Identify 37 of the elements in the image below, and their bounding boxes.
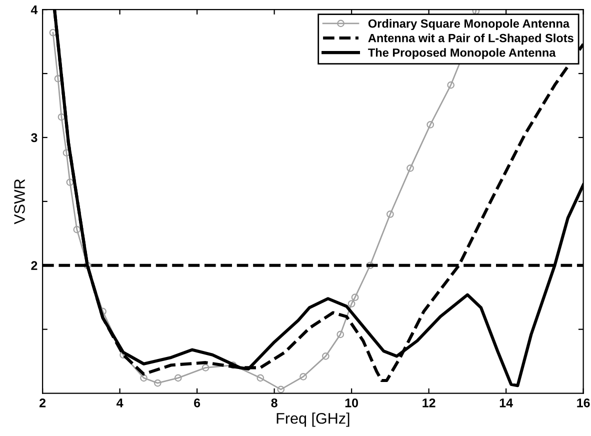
- legend-label: The Proposed Monopole Antenna: [368, 48, 556, 60]
- point: [84, 262, 92, 270]
- x-tick-label: 4: [116, 398, 124, 408]
- point: [426, 121, 434, 128]
- point: [58, 113, 66, 121]
- point: [348, 300, 356, 308]
- legend-label: Ordinary Square Monopole Antenna: [368, 19, 570, 30]
- point: [447, 81, 455, 89]
- x-tick-label: 2: [40, 398, 46, 408]
- y-tick-label: 3: [31, 133, 38, 142]
- x-tick-label: 8: [271, 398, 278, 408]
- point: [406, 164, 414, 172]
- point: [300, 372, 307, 380]
- y-tick-label: 2: [31, 261, 38, 270]
- point: [73, 226, 81, 234]
- x-tick-label: 14: [500, 398, 513, 408]
- legend-label: Antenna wit a Pair of L-Shaped Slots: [368, 34, 574, 45]
- point: [336, 330, 344, 338]
- x-tick-label: 16: [577, 398, 590, 408]
- point: [351, 294, 359, 302]
- point: [366, 262, 374, 270]
- point: [154, 379, 162, 387]
- x-axis-title: Freq [GHz]: [276, 412, 350, 427]
- point: [99, 308, 106, 316]
- y-axis-title: VSWR: [14, 179, 25, 224]
- point: [66, 178, 74, 186]
- point: [322, 352, 330, 360]
- point: [277, 386, 285, 394]
- point: [256, 374, 264, 382]
- point: [174, 374, 182, 382]
- point: [202, 364, 210, 372]
- x-tick-label: 12: [422, 398, 436, 408]
- y-tick-label: 4: [30, 6, 38, 14]
- point: [140, 374, 148, 382]
- x-tick-label: 6: [194, 398, 200, 408]
- point: [386, 210, 394, 218]
- x-tick-label: 10: [345, 398, 358, 408]
